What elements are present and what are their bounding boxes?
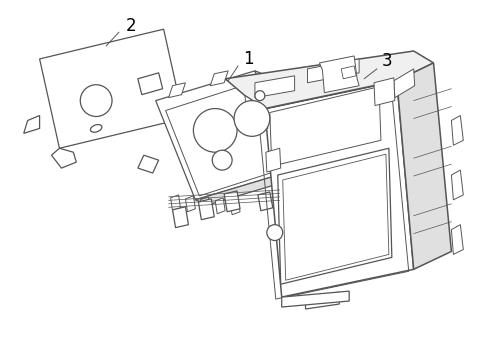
Polygon shape xyxy=(397,63,451,269)
Polygon shape xyxy=(255,76,294,98)
Circle shape xyxy=(267,225,283,240)
Circle shape xyxy=(80,85,112,117)
Polygon shape xyxy=(255,71,308,175)
Polygon shape xyxy=(24,116,40,133)
Ellipse shape xyxy=(91,125,102,132)
Polygon shape xyxy=(171,195,180,211)
Polygon shape xyxy=(341,66,356,79)
Circle shape xyxy=(234,100,270,136)
Text: 2: 2 xyxy=(125,17,136,35)
Polygon shape xyxy=(230,199,240,215)
Text: 3: 3 xyxy=(382,52,392,70)
Polygon shape xyxy=(278,148,392,284)
Polygon shape xyxy=(451,116,464,145)
Polygon shape xyxy=(198,199,214,220)
Polygon shape xyxy=(210,71,228,86)
Polygon shape xyxy=(283,154,389,280)
Polygon shape xyxy=(319,56,359,93)
Polygon shape xyxy=(138,73,163,95)
Text: 1: 1 xyxy=(243,50,253,68)
Polygon shape xyxy=(40,29,183,148)
Polygon shape xyxy=(374,78,395,105)
Polygon shape xyxy=(166,83,286,196)
Polygon shape xyxy=(308,59,359,83)
Polygon shape xyxy=(51,148,76,168)
Polygon shape xyxy=(156,71,294,200)
Circle shape xyxy=(194,109,237,152)
Polygon shape xyxy=(215,198,225,214)
Polygon shape xyxy=(258,192,273,211)
Polygon shape xyxy=(451,170,464,200)
Polygon shape xyxy=(245,96,268,129)
Polygon shape xyxy=(306,292,339,309)
Polygon shape xyxy=(266,148,281,172)
Polygon shape xyxy=(196,170,308,205)
Polygon shape xyxy=(183,113,200,136)
Circle shape xyxy=(212,150,232,170)
Polygon shape xyxy=(265,81,414,297)
Circle shape xyxy=(255,91,265,100)
Polygon shape xyxy=(172,207,189,228)
Polygon shape xyxy=(138,155,159,173)
Polygon shape xyxy=(169,83,185,98)
Polygon shape xyxy=(270,87,381,166)
Polygon shape xyxy=(200,197,210,213)
Polygon shape xyxy=(294,155,318,175)
Polygon shape xyxy=(282,291,349,307)
Polygon shape xyxy=(451,225,464,255)
Polygon shape xyxy=(394,69,415,98)
Polygon shape xyxy=(185,196,196,212)
Polygon shape xyxy=(225,51,434,109)
Polygon shape xyxy=(224,191,240,212)
